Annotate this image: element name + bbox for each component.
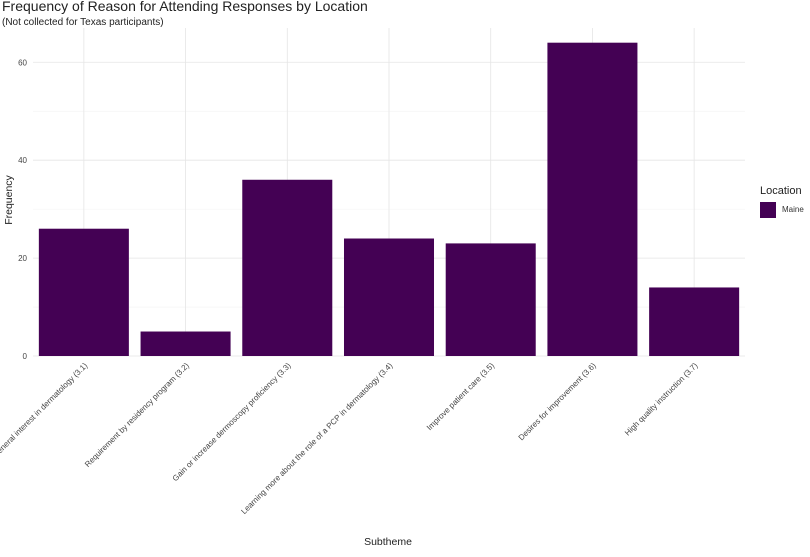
x-tick-label: General interest in dermatology (3.1) <box>0 361 90 460</box>
chart-title: Frequency of Reason for Attending Respon… <box>2 0 368 14</box>
bar <box>242 179 333 356</box>
bars <box>38 42 740 357</box>
bar <box>343 238 435 356</box>
chart-subtitle: (Not collected for Texas participants) <box>2 17 164 28</box>
x-tick-label: Desires for improvement (3.6) <box>517 361 598 442</box>
x-tick-label: Gain or increase dermoscopy proficiency … <box>171 361 293 483</box>
x-tick-label: Requirement by residency program (3.2) <box>83 361 191 469</box>
bar <box>649 287 740 356</box>
x-tick-label: Improve patient care (3.5) <box>425 361 496 432</box>
y-tick-label: 0 <box>23 352 28 361</box>
y-tick-label: 20 <box>18 254 27 263</box>
y-tick-labels: 0 20 40 60 <box>18 58 27 361</box>
bar <box>547 42 638 357</box>
x-axis-title: Subtheme <box>364 536 412 548</box>
y-axis-title: Frequency <box>3 174 15 224</box>
x-tick-labels: General interest in dermatology (3.1)Req… <box>0 361 700 516</box>
bar <box>445 243 536 356</box>
bar <box>140 331 231 356</box>
bar <box>38 228 129 356</box>
legend-label-maine: Maine <box>782 205 804 214</box>
legend-title: Location <box>760 185 802 197</box>
x-tick-label: High quality instruction (3.7) <box>623 361 700 438</box>
y-tick-label: 40 <box>18 156 27 165</box>
y-tick-label: 60 <box>18 58 27 67</box>
legend-key-maine <box>760 202 776 218</box>
